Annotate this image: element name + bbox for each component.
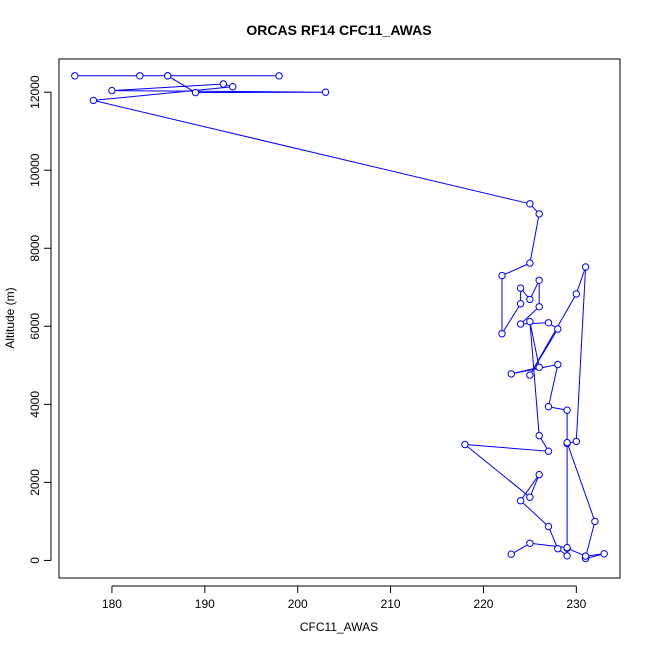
data-point — [544, 319, 553, 327]
x-tick-label: 210 — [381, 597, 401, 611]
data-point — [526, 539, 534, 547]
x-axis-label: CFC11_AWAS — [300, 620, 378, 634]
data-point — [516, 497, 525, 505]
data-point — [544, 403, 553, 411]
y-tick-label: 12000 — [28, 75, 42, 109]
data-point — [563, 543, 571, 552]
data-point — [461, 440, 469, 449]
y-tick-label: 10000 — [28, 153, 42, 187]
data-point — [498, 271, 506, 280]
data-point — [535, 431, 543, 440]
data-point — [535, 470, 543, 479]
y-tick-label: 8000 — [28, 235, 42, 262]
data-point — [535, 303, 543, 311]
y-axis: 0 2000 4000 6000 8000 10000 12000 — [28, 75, 52, 564]
data-point — [535, 276, 543, 284]
plot-box — [58, 58, 621, 579]
series-polyline — [74, 75, 605, 560]
data-point — [591, 517, 599, 526]
data-point — [516, 320, 525, 328]
data-point — [600, 550, 608, 558]
x-tick-label: 180 — [102, 597, 122, 611]
data-point — [535, 210, 543, 218]
series-points — [71, 72, 608, 563]
data-point — [581, 263, 590, 271]
data-point — [498, 330, 506, 338]
data-point — [219, 80, 228, 88]
data-point — [526, 493, 534, 501]
data-point — [507, 550, 515, 558]
data-point — [563, 438, 571, 447]
y-tick-label: 4000 — [28, 391, 42, 418]
data-point — [544, 447, 553, 455]
data-point — [526, 371, 534, 379]
x-tick-label: 200 — [288, 597, 308, 611]
y-tick-label: 0 — [28, 557, 42, 564]
data-point — [526, 295, 534, 304]
data-point — [108, 86, 116, 95]
data-point — [563, 406, 571, 414]
x-tick-label: 230 — [566, 597, 586, 611]
data-point — [572, 290, 580, 298]
data-point — [321, 88, 330, 96]
data-point — [164, 72, 172, 80]
data-point — [544, 522, 553, 531]
data-point — [191, 88, 200, 97]
chart-title: ORCAS RF14 CFC11_AWAS — [246, 22, 431, 38]
y-tick-label: 6000 — [28, 313, 42, 340]
y-tick-label: 2000 — [28, 469, 42, 496]
data-point — [581, 552, 590, 560]
data-point — [554, 360, 562, 369]
data-point — [229, 83, 237, 91]
data-point — [554, 325, 562, 333]
series-line — [74, 75, 605, 560]
data-point — [535, 363, 543, 371]
x-tick-label: 190 — [195, 597, 215, 611]
data-point — [526, 200, 534, 208]
x-axis: 180 190 200 210 220 230 — [102, 585, 587, 611]
data-point — [89, 96, 98, 105]
data-point — [507, 370, 515, 378]
x-tick-label: 220 — [473, 597, 493, 611]
data-point — [526, 259, 534, 267]
data-point — [136, 72, 144, 80]
data-point — [275, 72, 283, 80]
data-point — [554, 545, 562, 553]
data-point — [516, 300, 525, 308]
y-axis-label: Altitude (m) — [3, 287, 17, 348]
data-point — [71, 72, 79, 80]
data-point — [563, 552, 571, 560]
data-point — [526, 317, 534, 326]
data-point — [516, 284, 525, 292]
data-point — [572, 437, 580, 446]
